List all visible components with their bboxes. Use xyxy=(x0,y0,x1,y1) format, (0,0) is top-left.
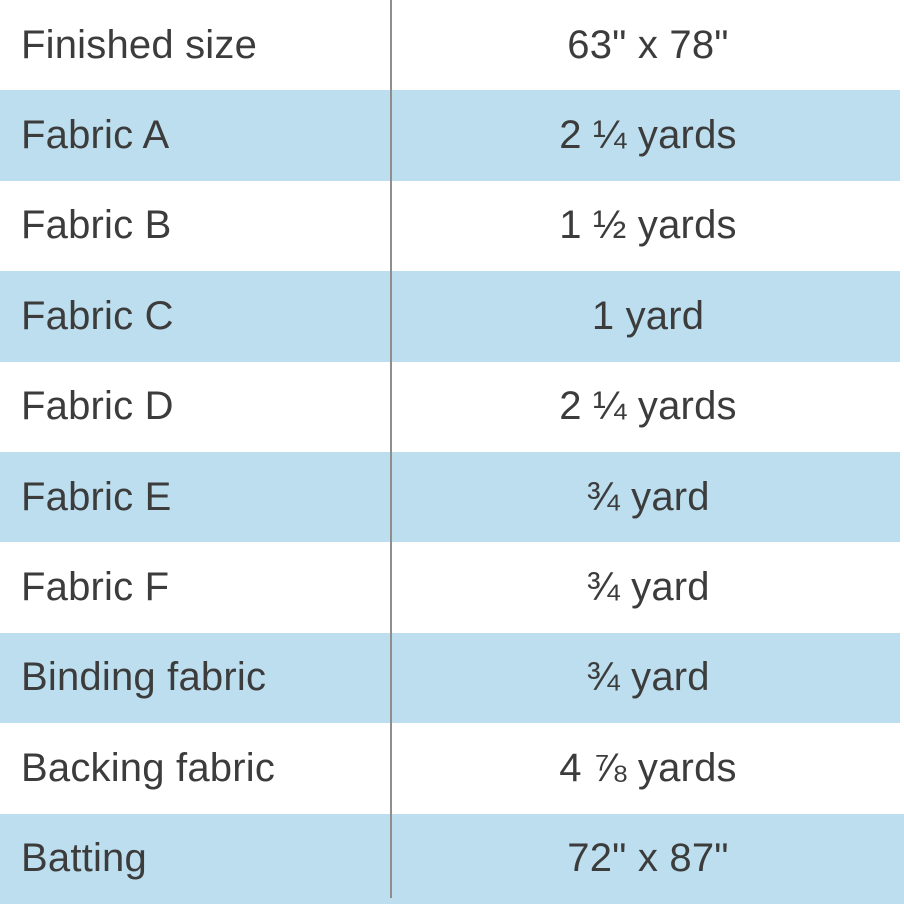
row-label: Fabric C xyxy=(21,293,174,338)
row-value: 2 ¼ yards xyxy=(559,113,737,158)
row-value: ¾ yard xyxy=(586,474,710,519)
row-label: Finished size xyxy=(21,22,258,67)
row-label: Binding fabric xyxy=(21,655,267,700)
table-row-fabric-e: Fabric E ¾ yard xyxy=(0,451,904,543)
table-row-finished-size: Finished size 63" x 78" xyxy=(0,0,904,90)
table-row-fabric-c: Fabric C 1 yard xyxy=(0,271,904,362)
table-row-fabric-d: Fabric D 2 ¼ yards xyxy=(0,362,904,452)
row-label: Batting xyxy=(21,836,147,881)
row-value: 72" x 87" xyxy=(567,836,729,881)
table-row-fabric-f: Fabric F ¾ yard xyxy=(0,542,904,632)
row-value: ¾ yard xyxy=(586,655,710,700)
row-value: 2 ¼ yards xyxy=(559,384,737,429)
row-label: Backing fabric xyxy=(21,745,276,790)
row-label: Fabric A xyxy=(21,113,170,158)
table-row-fabric-b: Fabric B 1 ½ yards xyxy=(0,181,904,271)
row-value: 1 ½ yards xyxy=(559,203,737,248)
row-label: Fabric B xyxy=(21,203,172,248)
row-value: ¾ yard xyxy=(586,565,710,610)
table-row-batting: Batting 72" x 87" xyxy=(0,813,904,904)
row-value: 63" x 78" xyxy=(567,22,729,67)
row-value: 4 ⅞ yards xyxy=(559,745,737,790)
row-label: Fabric F xyxy=(21,565,170,610)
table-row-backing-fabric: Backing fabric 4 ⅞ yards xyxy=(0,723,904,813)
row-label: Fabric D xyxy=(21,384,174,429)
table-row-fabric-a: Fabric A 2 ¼ yards xyxy=(0,90,904,181)
row-value: 1 yard xyxy=(591,293,705,338)
column-divider xyxy=(390,0,392,898)
table-row-binding-fabric: Binding fabric ¾ yard xyxy=(0,632,904,724)
row-label: Fabric E xyxy=(21,474,172,519)
